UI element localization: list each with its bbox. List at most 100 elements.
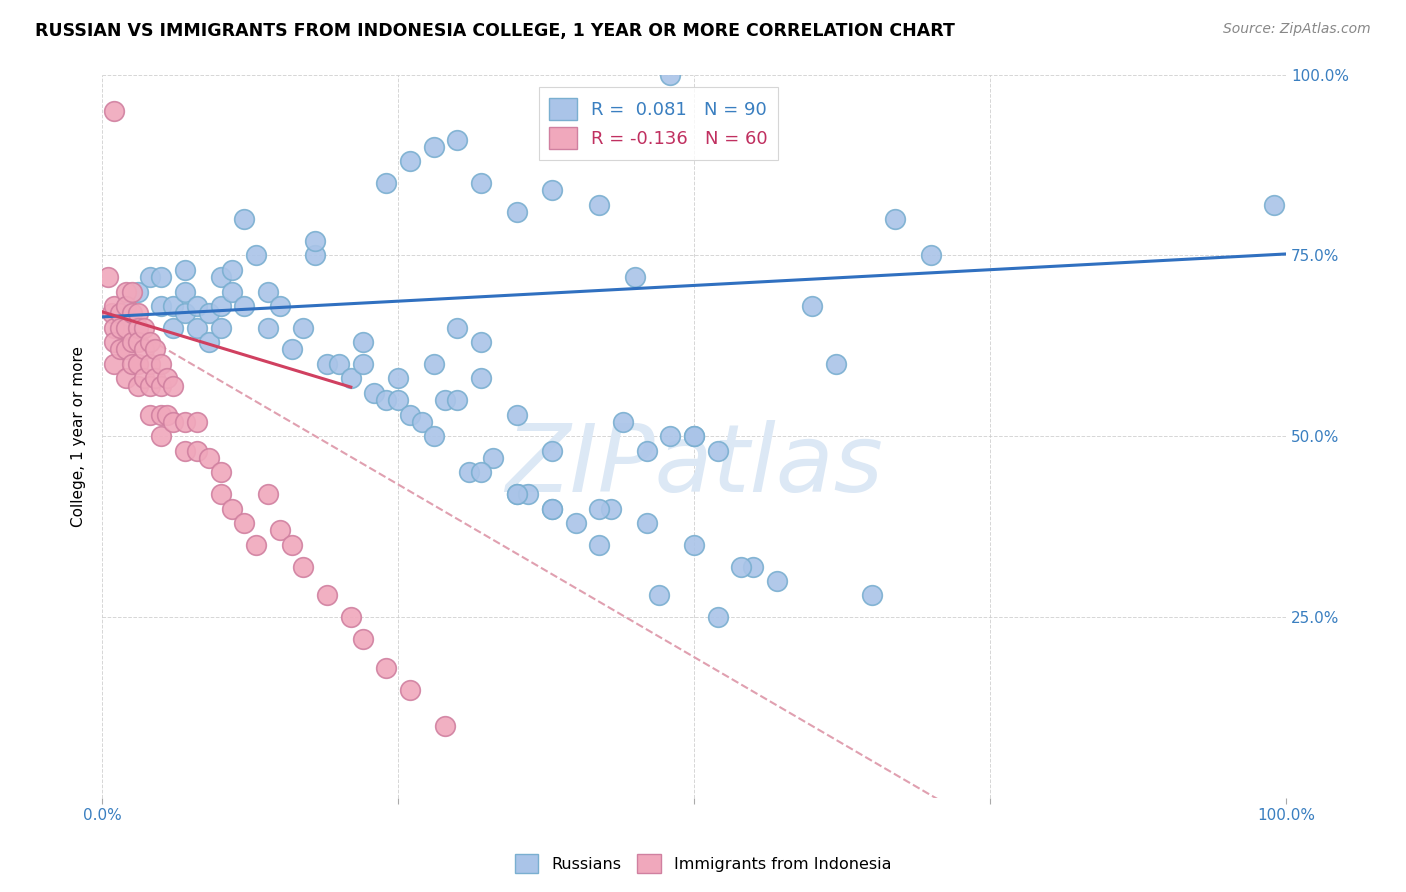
Point: [138, 408, 160, 422]
Point: [920, 248, 942, 262]
Point: [292, 320, 315, 334]
Point: [446, 320, 468, 334]
Point: [352, 357, 374, 371]
Point: [127, 306, 149, 320]
Point: [186, 415, 208, 429]
Point: [108, 343, 131, 357]
Point: [304, 248, 326, 262]
Point: [174, 306, 197, 320]
Point: [340, 610, 363, 624]
Point: [399, 682, 422, 697]
Point: [115, 371, 138, 385]
Point: [304, 234, 326, 248]
Point: [482, 450, 505, 465]
Point: [197, 450, 219, 465]
Point: [564, 516, 586, 530]
Point: [150, 429, 173, 443]
Point: [103, 357, 125, 371]
Point: [411, 415, 433, 429]
Point: [860, 589, 883, 603]
Text: Source: ZipAtlas.com: Source: ZipAtlas.com: [1223, 22, 1371, 37]
Point: [316, 589, 339, 603]
Point: [174, 415, 197, 429]
Point: [399, 154, 422, 169]
Point: [446, 393, 468, 408]
Point: [352, 335, 374, 350]
Point: [115, 299, 138, 313]
Point: [706, 443, 728, 458]
Point: [458, 466, 481, 480]
Point: [115, 320, 138, 334]
Point: [884, 212, 907, 227]
Point: [399, 408, 422, 422]
Point: [145, 371, 167, 385]
Point: [825, 357, 848, 371]
Point: [1263, 198, 1285, 212]
Point: [209, 270, 232, 285]
Point: [132, 371, 155, 385]
Point: [659, 429, 682, 443]
Point: [221, 263, 243, 277]
Point: [127, 320, 149, 334]
Point: [150, 378, 173, 392]
Point: [233, 299, 256, 313]
Point: [269, 299, 291, 313]
Point: [156, 408, 179, 422]
Point: [103, 320, 125, 334]
Point: [197, 306, 219, 320]
Text: RUSSIAN VS IMMIGRANTS FROM INDONESIA COLLEGE, 1 YEAR OR MORE CORRELATION CHART: RUSSIAN VS IMMIGRANTS FROM INDONESIA COL…: [35, 22, 955, 40]
Legend: Russians, Immigrants from Indonesia: Russians, Immigrants from Indonesia: [508, 847, 898, 880]
Point: [730, 559, 752, 574]
Point: [470, 466, 492, 480]
Point: [683, 429, 706, 443]
Point: [316, 357, 339, 371]
Point: [446, 133, 468, 147]
Point: [340, 371, 363, 385]
Point: [470, 371, 492, 385]
Point: [269, 524, 291, 538]
Point: [156, 371, 179, 385]
Point: [174, 263, 197, 277]
Point: [257, 320, 280, 334]
Point: [115, 299, 138, 313]
Point: [600, 501, 623, 516]
Point: [162, 378, 184, 392]
Point: [505, 408, 527, 422]
Point: [174, 285, 197, 299]
Point: [108, 306, 131, 320]
Point: [186, 320, 208, 334]
Point: [103, 299, 125, 313]
Point: [209, 299, 232, 313]
Point: [150, 299, 173, 313]
Point: [505, 205, 527, 219]
Point: [624, 270, 647, 285]
Point: [103, 103, 125, 118]
Point: [103, 335, 125, 350]
Point: [541, 183, 564, 197]
Point: [588, 198, 610, 212]
Point: [541, 443, 564, 458]
Point: [209, 320, 232, 334]
Point: [363, 385, 385, 400]
Point: [801, 299, 824, 313]
Point: [127, 357, 149, 371]
Point: [145, 343, 167, 357]
Point: [150, 408, 173, 422]
Point: [127, 285, 149, 299]
Point: [121, 285, 143, 299]
Point: [138, 335, 160, 350]
Point: [245, 248, 267, 262]
Point: [127, 335, 149, 350]
Point: [387, 371, 409, 385]
Text: ZIPatlas: ZIPatlas: [505, 420, 883, 511]
Point: [636, 443, 658, 458]
Point: [162, 320, 184, 334]
Point: [186, 299, 208, 313]
Point: [245, 538, 267, 552]
Point: [328, 357, 350, 371]
Point: [588, 538, 610, 552]
Y-axis label: College, 1 year or more: College, 1 year or more: [72, 346, 86, 527]
Point: [659, 68, 682, 82]
Point: [541, 501, 564, 516]
Point: [257, 487, 280, 501]
